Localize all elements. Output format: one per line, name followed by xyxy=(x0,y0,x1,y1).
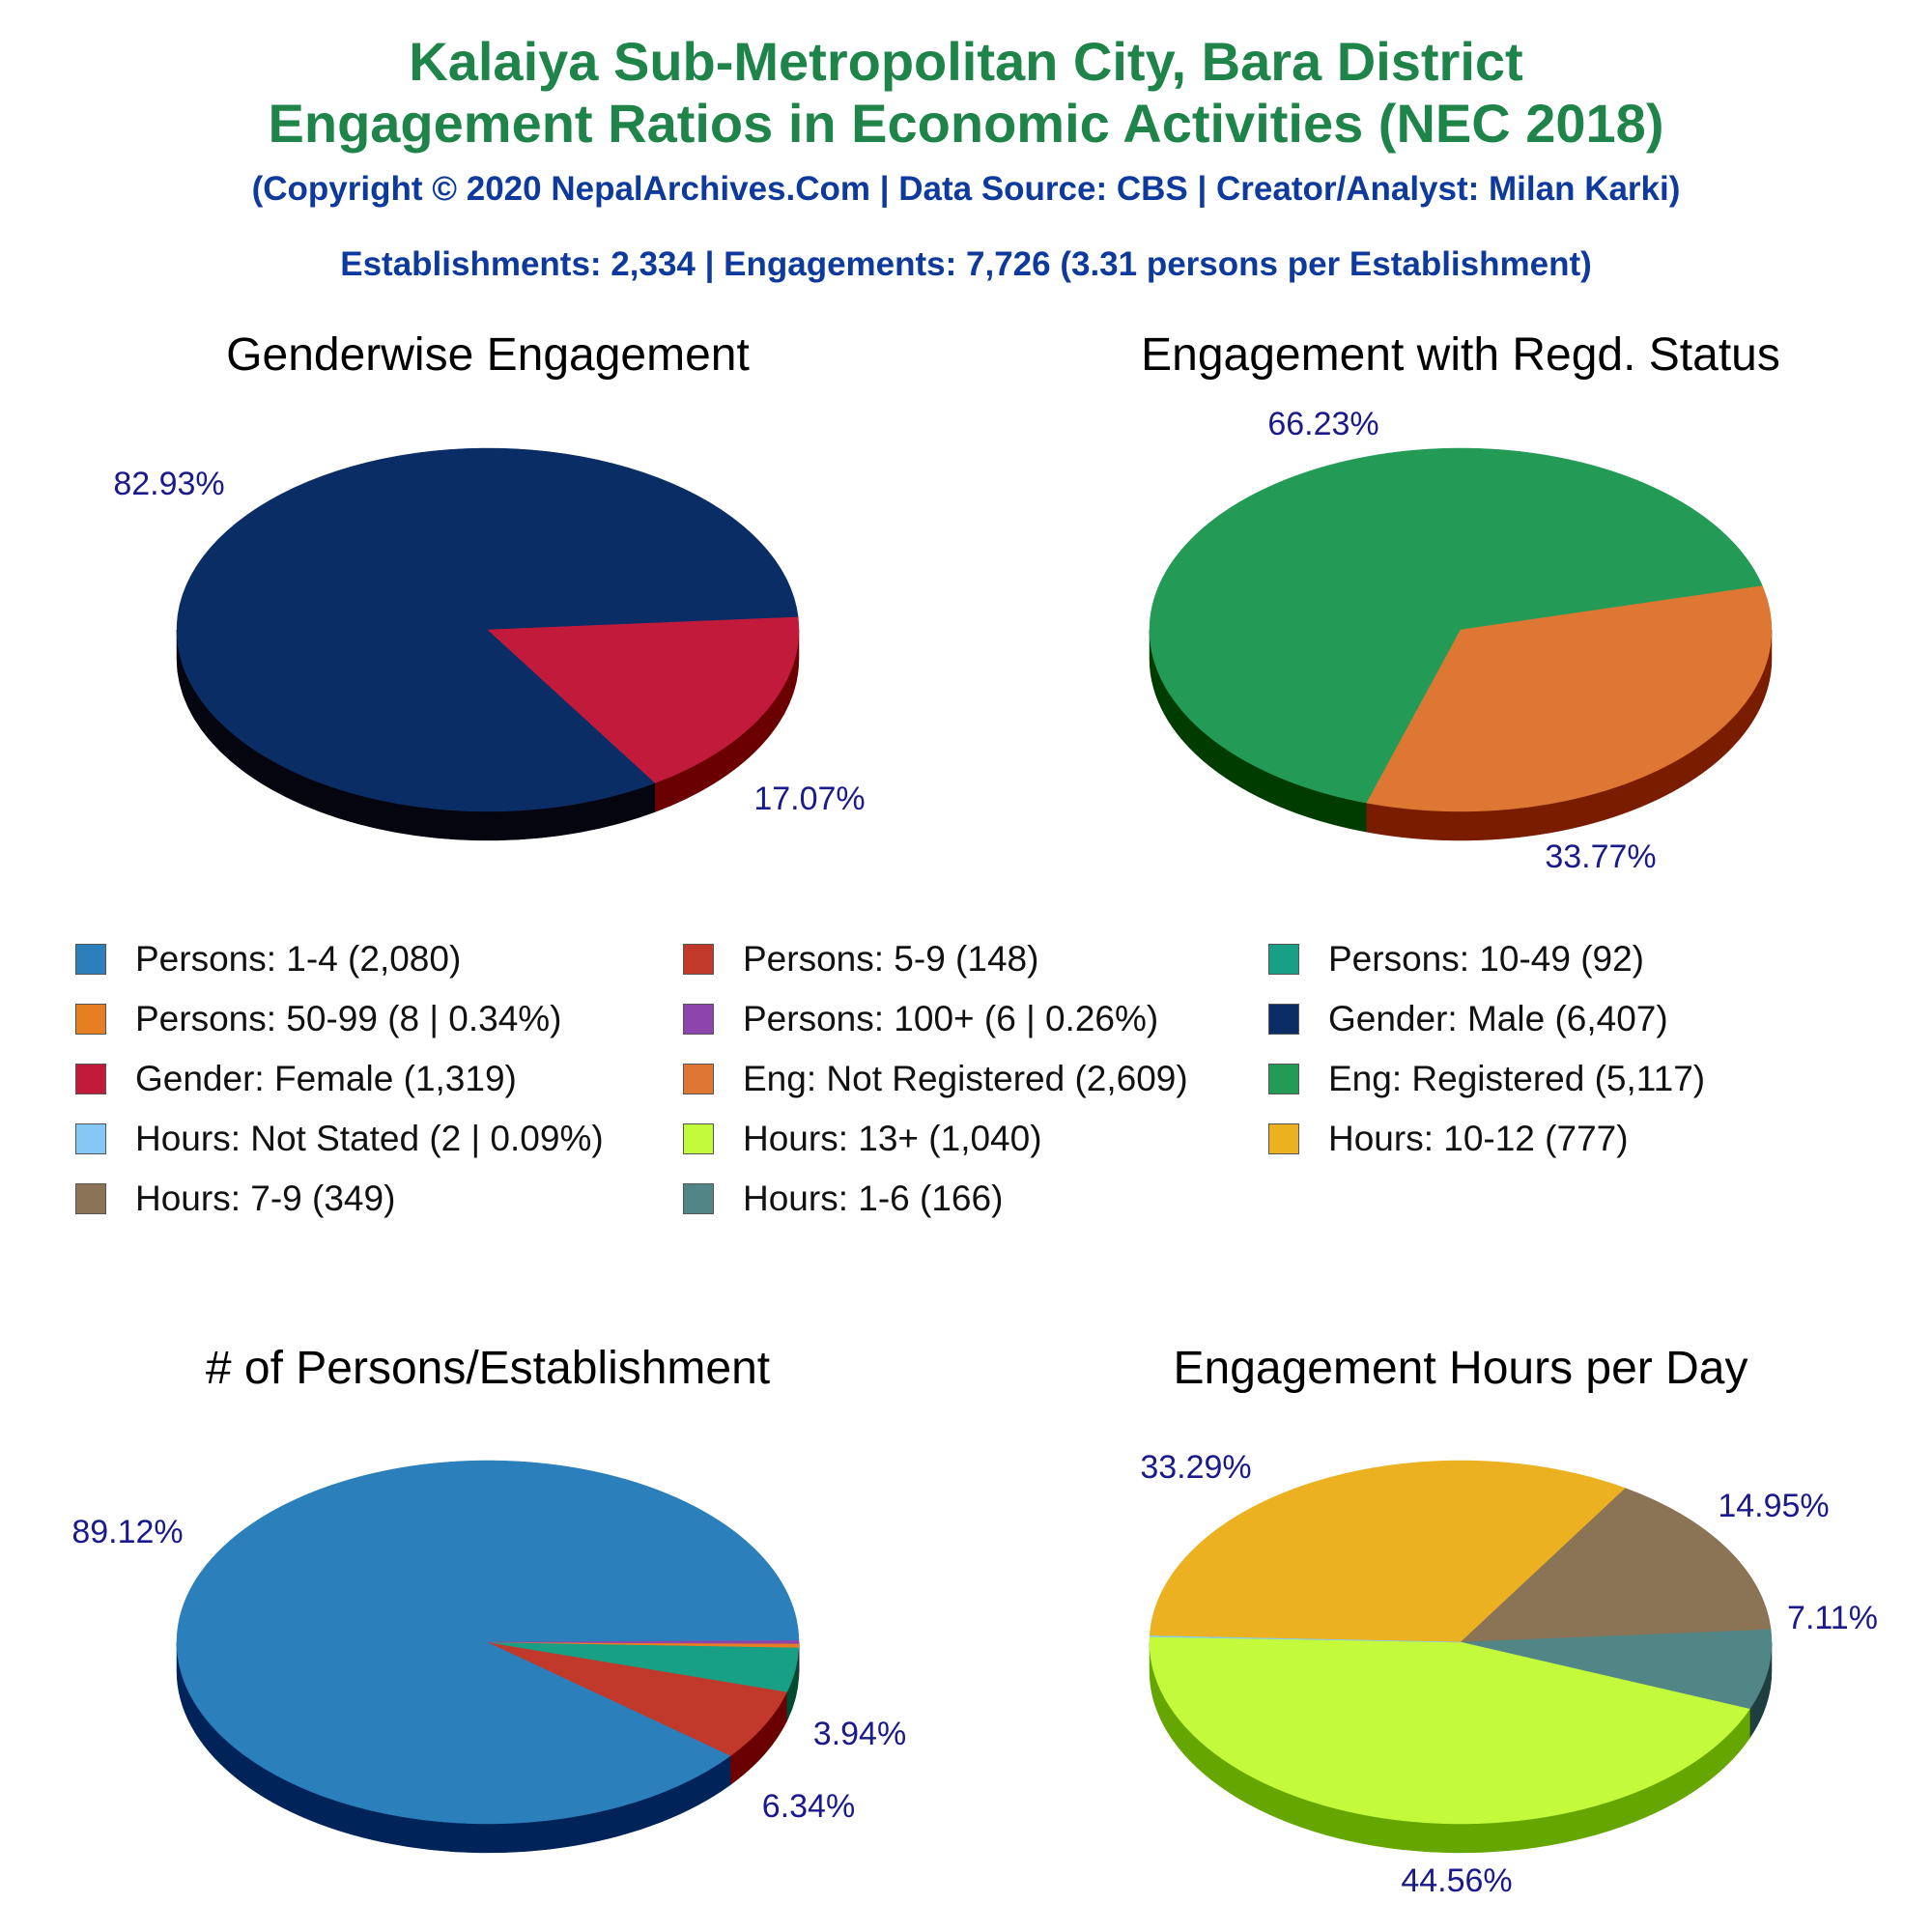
legend-swatch xyxy=(1268,1123,1299,1154)
legend-swatch xyxy=(75,1064,106,1094)
legend-item: Hours: 10-12 (777) xyxy=(1268,1115,1629,1163)
legend-swatch xyxy=(75,1123,106,1154)
legend-swatch xyxy=(683,1004,714,1035)
legend-label: Persons: 50-99 (8 | 0.34%) xyxy=(135,999,562,1038)
legend-swatch xyxy=(1268,944,1299,975)
pct-label-hours-10-12: 33.29% xyxy=(1140,1449,1251,1486)
legend-label: Persons: 1-4 (2,080) xyxy=(135,939,462,979)
legend-swatch xyxy=(683,1183,714,1214)
pie-slice-gender-female xyxy=(487,616,800,783)
pct-label-registered: 66.23% xyxy=(1267,406,1378,442)
legend-item: Eng: Registered (5,117) xyxy=(1268,1055,1705,1103)
pie-registration xyxy=(1149,447,1773,841)
legend-item: Persons: 50-99 (8 | 0.34%) xyxy=(75,995,562,1043)
pie-slice-persons-5-9 xyxy=(487,1641,788,1756)
pie-slice-eng-registered xyxy=(1149,447,1763,804)
legend-label: Eng: Not Registered (2,609) xyxy=(743,1059,1188,1098)
pie-slice-persons-100 xyxy=(487,1640,800,1644)
legend-item: Gender: Female (1,319) xyxy=(75,1055,517,1103)
pie-slice-hours-13 xyxy=(1149,1635,1750,1825)
main-title-line-2: Engagement Ratios in Economic Activities… xyxy=(268,93,1664,154)
chart-title-registration: Engagement with Regd. Status xyxy=(1141,329,1780,381)
legend-item: Persons: 5-9 (148) xyxy=(683,935,1038,983)
legend-swatch xyxy=(683,944,714,975)
legend-swatch xyxy=(75,944,106,975)
pct-label-hours-7-9: 14.95% xyxy=(1718,1488,1829,1524)
pct-label-persons-1-4: 89.12% xyxy=(71,1514,183,1550)
pct-label-male: 82.93% xyxy=(113,466,224,502)
pie-slice-gender-male xyxy=(176,447,799,812)
legend-label: Eng: Registered (5,117) xyxy=(1328,1059,1706,1098)
chart-title-gender: Genderwise Engagement xyxy=(226,329,750,381)
legend-item: Hours: 13+ (1,040) xyxy=(683,1115,1042,1163)
legend-item: Hours: 7-9 (349) xyxy=(75,1175,395,1223)
pct-label-hours-13plus: 44.56% xyxy=(1401,1862,1512,1899)
legend-swatch xyxy=(1268,1004,1299,1035)
pie-slice-hours-10-12 xyxy=(1149,1460,1627,1643)
pie-persons xyxy=(176,1460,800,1854)
legend-item: Persons: 100+ (6 | 0.26%) xyxy=(683,995,1158,1043)
pie-slice-hours-1-6 xyxy=(1460,1629,1773,1710)
legend-label: Hours: 7-9 (349) xyxy=(135,1179,396,1218)
credits-line: (Copyright © 2020 NepalArchives.Com | Da… xyxy=(251,170,1681,208)
legend-label: Gender: Male (6,407) xyxy=(1328,999,1668,1038)
pct-label-not-registered: 33.77% xyxy=(1545,838,1656,875)
pct-label-hours-1-6: 7.11% xyxy=(1787,1600,1878,1636)
legend-label: Persons: 100+ (6 | 0.26%) xyxy=(743,999,1159,1038)
pie-slice-hours-not-stated xyxy=(1149,1635,1462,1643)
main-title-line-1: Kalaiya Sub-Metropolitan City, Bara Dist… xyxy=(409,31,1523,92)
pie-slice-hours-7-9 xyxy=(1460,1488,1772,1643)
legend-swatch xyxy=(75,1004,106,1035)
pie-gender xyxy=(176,447,800,841)
legend-label: Gender: Female (1,319) xyxy=(135,1059,517,1098)
pie-slice-eng-not-registered xyxy=(1366,585,1773,812)
legend-item: Hours: Not Stated (2 | 0.09%) xyxy=(75,1115,604,1163)
legend-label: Hours: Not Stated (2 | 0.09%) xyxy=(135,1119,604,1158)
legend-item: Persons: 10-49 (92) xyxy=(1268,935,1644,983)
legend-label: Hours: 13+ (1,040) xyxy=(743,1119,1042,1158)
legend-item: Gender: Male (6,407) xyxy=(1268,995,1668,1043)
legend-item: Persons: 1-4 (2,080) xyxy=(75,935,461,983)
legend-item: Hours: 1-6 (166) xyxy=(683,1175,1003,1223)
legend-label: Hours: 1-6 (166) xyxy=(743,1179,1004,1218)
pie-hours xyxy=(1149,1460,1773,1854)
legend-swatch xyxy=(683,1123,714,1154)
pct-label-persons-5-9: 6.34% xyxy=(762,1788,855,1825)
legend-label: Persons: 5-9 (148) xyxy=(743,939,1039,979)
pct-label-female: 17.07% xyxy=(753,781,865,817)
pct-label-persons-10-49: 3.94% xyxy=(813,1716,906,1752)
legend-swatch xyxy=(1268,1064,1299,1094)
legend-label: Hours: 10-12 (777) xyxy=(1328,1119,1629,1158)
chart-title-persons: # of Persons/Establishment xyxy=(206,1343,770,1394)
legend-label: Persons: 10-49 (92) xyxy=(1328,939,1645,979)
legend-item: Eng: Not Registered (2,609) xyxy=(683,1055,1188,1103)
chart-title-hours: Engagement Hours per Day xyxy=(1174,1343,1748,1394)
legend-swatch xyxy=(683,1064,714,1094)
legend-swatch xyxy=(75,1183,106,1214)
summary-line: Establishments: 2,334 | Engagements: 7,7… xyxy=(340,245,1592,283)
